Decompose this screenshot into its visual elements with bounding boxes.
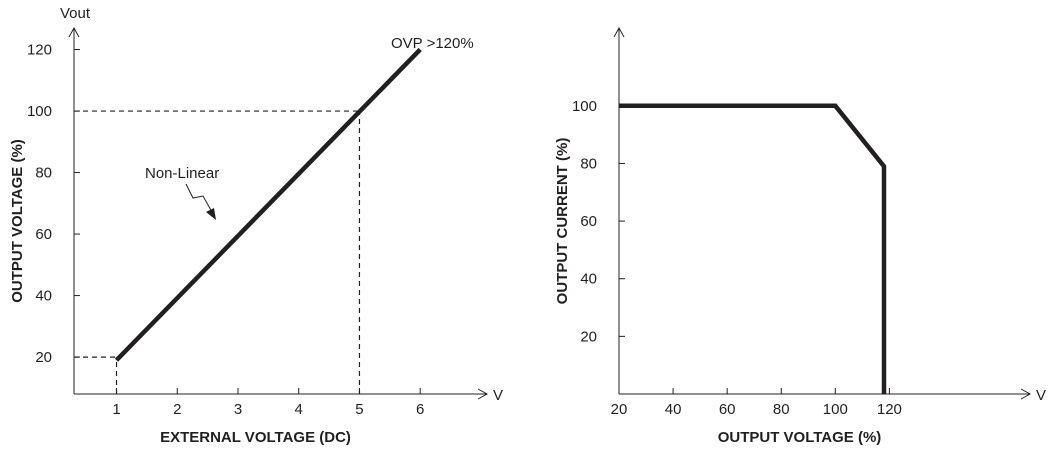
series-line: [619, 103, 887, 394]
x-tick-label: 60: [719, 401, 736, 418]
y-tick-label: 20: [35, 349, 52, 366]
x-axis-title: OUTPUT VOLTAGE (%): [718, 429, 882, 446]
x-axis-title: EXTERNAL VOLTAGE (DC): [160, 429, 351, 446]
x-tick-label: 120: [877, 401, 902, 418]
y-tick-label: 100: [572, 98, 597, 115]
y-axis-title: OUTPUT VOLTAGE (%): [9, 139, 26, 303]
y-axis-title: OUTPUT CURRENT (%): [554, 138, 571, 305]
y-tick-label: 60: [580, 213, 597, 230]
x-tick-label: 5: [355, 401, 363, 418]
x-tick-label: 1: [112, 401, 120, 418]
y-unit-label: Vout: [60, 5, 91, 22]
y-tick-label: 80: [35, 165, 52, 182]
y-axis-arrow: [68, 26, 80, 38]
annotation-leader: [185, 183, 213, 213]
y-tick-label: 20: [580, 328, 597, 345]
y-axis-arrow: [613, 26, 625, 38]
y-tick-label: 80: [580, 155, 597, 172]
x-tick-label: 40: [665, 401, 682, 418]
y-tick-label: 120: [27, 42, 52, 59]
y-tick-label: 40: [580, 271, 597, 288]
x-axis-arrow: [1020, 388, 1032, 400]
annotation-arrowhead: [206, 208, 216, 220]
x-unit-label: V: [493, 387, 503, 404]
x-tick-label: 6: [416, 401, 424, 418]
x-tick-label: 20: [611, 401, 628, 418]
x-tick-label: 3: [234, 401, 242, 418]
x-axis-arrow: [477, 388, 489, 400]
x-unit-label: V: [1036, 387, 1046, 404]
x-tick-label: 80: [773, 401, 790, 418]
x-tick-label: 4: [295, 401, 303, 418]
x-tick-label: 2: [173, 401, 181, 418]
annotation-ovp: OVP >120%: [391, 35, 474, 52]
annotation-non-linear: Non-Linear: [145, 165, 219, 182]
series-line: [114, 47, 422, 362]
y-tick-label: 60: [35, 226, 52, 243]
y-tick-label: 40: [35, 288, 52, 305]
y-tick-label: 100: [27, 103, 52, 120]
x-tick-label: 100: [823, 401, 848, 418]
